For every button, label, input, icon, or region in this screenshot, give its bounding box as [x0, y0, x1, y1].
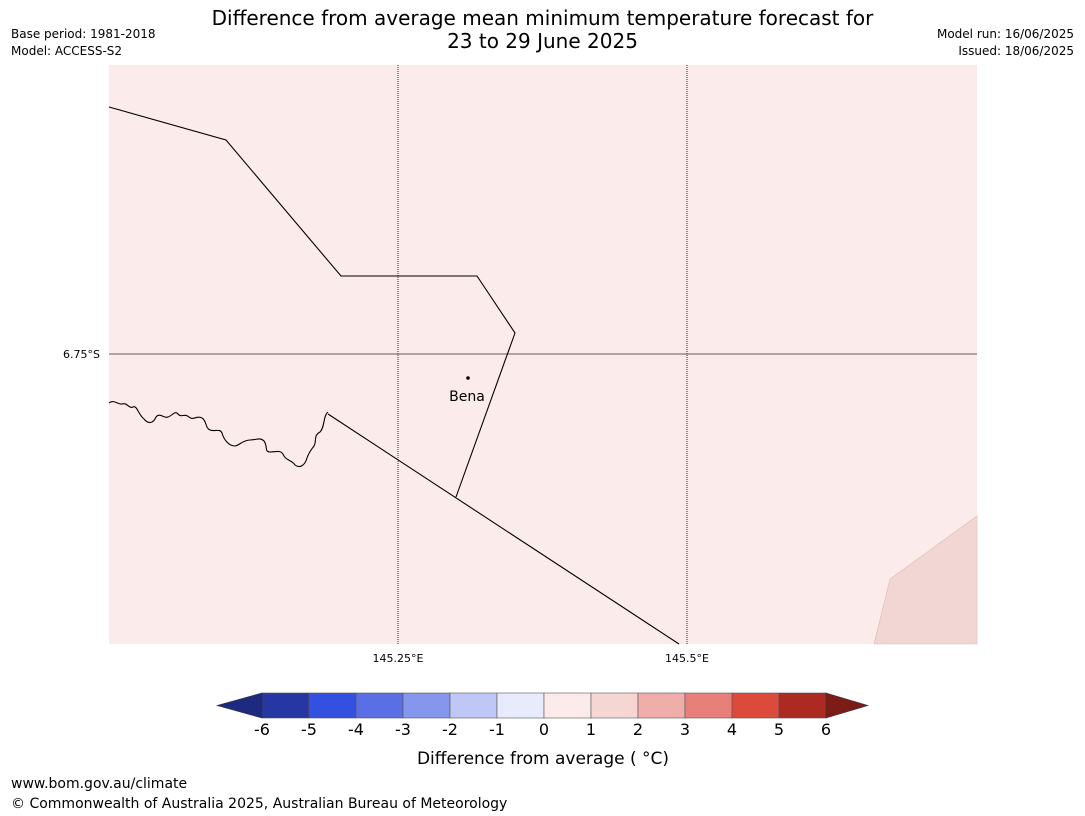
title-line-2: 23 to 29 June 2025 — [447, 29, 638, 53]
province-boundary-south — [327, 413, 680, 645]
map-panel — [109, 65, 977, 644]
colorbar-tick-label: -6 — [254, 720, 270, 739]
colorbar-tick-label: 2 — [633, 720, 643, 739]
colorbar-label: Difference from average ( °C) — [417, 749, 669, 769]
colorbar-tick-label: 3 — [680, 720, 690, 739]
colorbar-swatch — [637, 692, 686, 719]
colorbar-tick-label: -1 — [489, 720, 505, 739]
lon-label-145-5: 145.5°E — [665, 652, 709, 665]
bena-marker — [466, 376, 470, 380]
colorbar-tick-label: 0 — [539, 720, 549, 739]
colorbar-tick-label: 5 — [774, 720, 784, 739]
lat-label: 6.75°S — [63, 348, 100, 361]
colorbar-swatch — [496, 692, 545, 719]
colorbar-swatch — [778, 692, 827, 719]
colorbar-swatch — [355, 692, 404, 719]
model-run-text: Model run: 16/06/2025 — [936, 27, 1074, 41]
title-line-1: Difference from average mean minimum tem… — [211, 6, 874, 30]
footer-url: www.bom.gov.au/climate — [11, 776, 188, 792]
colorbar: -6 -5 -4 -3 -2 -1 0 1 2 3 4 5 6 — [215, 692, 870, 739]
colorbar-tick-label: -3 — [395, 720, 411, 739]
colorbar-swatch — [684, 692, 733, 719]
place-label-bena: Bena — [449, 389, 485, 405]
colorbar-tick-label: 1 — [586, 720, 596, 739]
colorbar-swatch — [261, 692, 310, 719]
base-period-text: Base period: 1981-2018 — [11, 27, 156, 41]
colorbar-tick-label: -4 — [348, 720, 364, 739]
anomaly-zone-corner — [873, 515, 978, 645]
colorbar-low-extension — [215, 692, 263, 719]
colorbar-swatch — [590, 692, 639, 719]
colorbar-high-extension — [825, 692, 870, 719]
meta-right: Model run: 16/06/2025 Issued: 18/06/2025 — [937, 26, 1074, 60]
colorbar-tick-label: 6 — [821, 720, 831, 739]
issued-text: Issued: 18/06/2025 — [958, 44, 1074, 58]
colorbar-swatch — [449, 692, 498, 719]
lon-label-145-25: 145.25°E — [373, 652, 424, 665]
meta-left: Base period: 1981-2018 Model: ACCESS-S2 — [11, 26, 156, 60]
colorbar-tick-label: 4 — [727, 720, 737, 739]
footer-copyright: © Commonwealth of Australia 2025, Austra… — [11, 796, 508, 812]
colorbar-swatch — [543, 692, 592, 719]
province-boundary — [108, 106, 516, 498]
colorbar-swatch — [731, 692, 780, 719]
river-line — [108, 401, 329, 468]
colorbar-tick-label: -2 — [442, 720, 458, 739]
map-title: Difference from average mean minimum tem… — [170, 7, 915, 53]
colorbar-tick-label: -5 — [301, 720, 317, 739]
model-text: Model: ACCESS-S2 — [11, 44, 123, 58]
colorbar-swatch — [308, 692, 357, 719]
colorbar-swatch — [402, 692, 451, 719]
